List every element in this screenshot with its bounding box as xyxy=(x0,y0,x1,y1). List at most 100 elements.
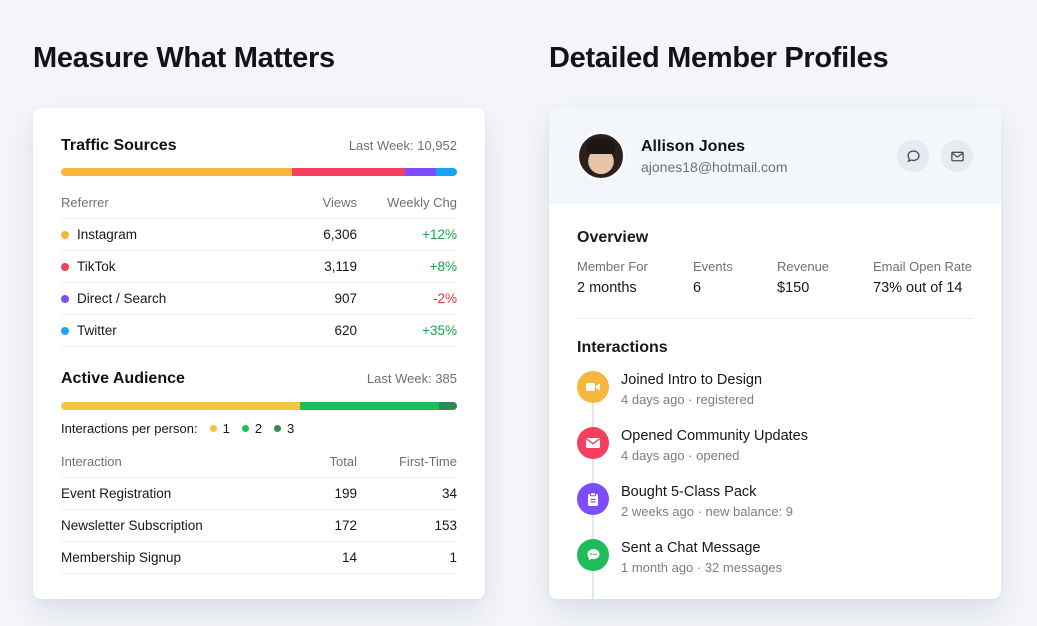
table-row: Twitter 620 +35% xyxy=(61,315,457,347)
interaction-name: Event Registration xyxy=(61,486,172,501)
video-icon xyxy=(577,371,609,403)
audience-title: Active Audience xyxy=(61,370,185,387)
avatar xyxy=(577,132,625,180)
views-value: 907 xyxy=(334,291,357,306)
member-name: Allison Jones xyxy=(641,137,746,155)
header-views: Views xyxy=(322,195,357,210)
profile-card: Allison Jones ajones18@hotmail.com Overv… xyxy=(549,108,1001,599)
bar-segment xyxy=(61,402,301,410)
stat-value: 6 xyxy=(693,280,702,296)
tiktok-dot xyxy=(61,262,69,271)
traffic-stacked-bar xyxy=(61,168,457,176)
interaction-title: Joined Intro to Design xyxy=(621,372,763,388)
table-row: Instagram 6,306 +12% xyxy=(61,219,457,251)
interactions-timeline: Joined Intro to Design 4 days ago · regi… xyxy=(577,371,973,599)
header-weekly-chg: Weekly Chg xyxy=(387,195,457,210)
table-row: Newsletter Subscription 172 153 xyxy=(61,510,457,542)
referrer-name: Direct / Search xyxy=(77,291,167,306)
change-value: +12% xyxy=(422,227,457,242)
table-row: TikTok 3,119 +8% xyxy=(61,251,457,283)
section-heading-right: Detailed Member Profiles xyxy=(549,42,889,74)
traffic-header: Traffic Sources Last Week: 10,952 xyxy=(61,137,457,161)
overview-title: Overview xyxy=(577,229,649,246)
legend-value: 3 xyxy=(287,420,295,436)
legend-dot-1 xyxy=(209,424,217,432)
header-interaction: Interaction xyxy=(61,454,122,469)
interaction-title: Sent a Chat Message xyxy=(621,540,761,556)
stat-label: Member For xyxy=(577,259,648,274)
views-value: 620 xyxy=(334,323,357,338)
interactions-title: Interactions xyxy=(577,339,668,356)
bar-segment xyxy=(300,402,439,410)
audience-table: Interaction Total First-Time Event Regis… xyxy=(61,446,457,574)
analytics-card: Traffic Sources Last Week: 10,952 Referr… xyxy=(33,108,485,599)
timeline-item[interactable]: Joined Intro to Design 4 days ago · regi… xyxy=(577,371,973,427)
email-button[interactable] xyxy=(941,140,973,172)
interaction-subtitle: 4 days ago · opened xyxy=(621,448,740,463)
total-value: 14 xyxy=(341,550,357,565)
referrer-name: TikTok xyxy=(77,259,116,274)
envelope-icon xyxy=(577,427,609,459)
stat-member-for: Member For 2 months xyxy=(577,259,693,296)
twitter-dot xyxy=(61,326,69,335)
first-time-value: 153 xyxy=(434,518,457,533)
table-row: Event Registration 199 34 xyxy=(61,478,457,510)
traffic-title: Traffic Sources xyxy=(61,137,177,154)
stat-revenue: Revenue $150 xyxy=(777,259,873,296)
stat-value: $150 xyxy=(777,280,810,296)
bar-segment xyxy=(291,168,405,176)
instagram-dot xyxy=(61,230,69,239)
bar-segment xyxy=(438,402,457,410)
timeline-item[interactable]: Bought 5-Class Pack 2 weeks ago · new ba… xyxy=(577,483,973,539)
timeline-item[interactable]: Opened Community Updates 4 days ago · op… xyxy=(577,427,973,483)
views-value: 6,306 xyxy=(323,227,357,242)
table-header-row: Referrer Views Weekly Chg xyxy=(61,187,457,219)
legend-dot-3 xyxy=(274,424,282,432)
chat-bubble-icon xyxy=(906,149,920,162)
traffic-table: Referrer Views Weekly Chg Instagram 6,30… xyxy=(61,187,457,347)
legend-value: 2 xyxy=(254,420,263,436)
legend-dot-2 xyxy=(241,424,249,432)
audience-header: Active Audience Last Week: 385 xyxy=(61,370,457,394)
bar-segment xyxy=(404,168,437,176)
total-value: 172 xyxy=(334,518,357,533)
direct-search-dot xyxy=(61,294,69,303)
first-time-value: 1 xyxy=(449,550,457,565)
change-value: +35% xyxy=(422,323,457,338)
interaction-name: Newsletter Subscription xyxy=(61,518,203,533)
stat-value: 73% out of 14 xyxy=(873,280,963,296)
interaction-subtitle: 4 days ago · registered xyxy=(621,392,754,407)
interaction-title: Opened Community Updates xyxy=(621,428,808,444)
section-heading-left: Measure What Matters xyxy=(33,42,335,74)
first-time-value: 34 xyxy=(441,486,457,501)
chat-button[interactable] xyxy=(897,140,929,172)
legend-label: Interactions per person: xyxy=(61,420,198,436)
interaction-title: Bought 5-Class Pack xyxy=(621,484,757,500)
stat-label: Revenue xyxy=(777,259,830,274)
bar-segment xyxy=(61,168,292,176)
bar-segment xyxy=(436,168,457,176)
clipboard-icon xyxy=(577,483,609,515)
referrer-name: Instagram xyxy=(77,227,138,242)
audience-legend: Interactions per person: 1 2 3 xyxy=(61,410,457,446)
timeline-item[interactable]: Sent a Chat Message 1 month ago · 32 mes… xyxy=(577,539,973,595)
member-email: ajones18@hotmail.com xyxy=(641,158,788,175)
legend-value: 1 xyxy=(222,420,230,436)
header-first-time: First-Time xyxy=(398,454,457,469)
stat-events: Events 6 xyxy=(693,259,777,296)
change-value: +8% xyxy=(429,259,457,274)
mail-icon xyxy=(950,151,964,161)
views-value: 3,119 xyxy=(324,259,357,274)
stat-email-open-rate: Email Open Rate 73% out of 14 xyxy=(873,259,972,296)
header-referrer: Referrer xyxy=(61,195,109,210)
table-row: Membership Signup 14 1 xyxy=(61,542,457,574)
profile-header: Allison Jones ajones18@hotmail.com xyxy=(549,108,1001,204)
table-header-row: Interaction Total First-Time xyxy=(61,446,457,478)
traffic-meta: Last Week: 10,952 xyxy=(348,138,457,153)
stat-label: Email Open Rate xyxy=(873,259,972,274)
interaction-name: Membership Signup xyxy=(61,550,182,565)
stat-value: 2 months xyxy=(577,280,637,296)
interaction-subtitle: 1 month ago · 32 messages xyxy=(621,560,783,575)
change-value: -2% xyxy=(432,291,457,306)
chat-icon xyxy=(577,539,609,571)
